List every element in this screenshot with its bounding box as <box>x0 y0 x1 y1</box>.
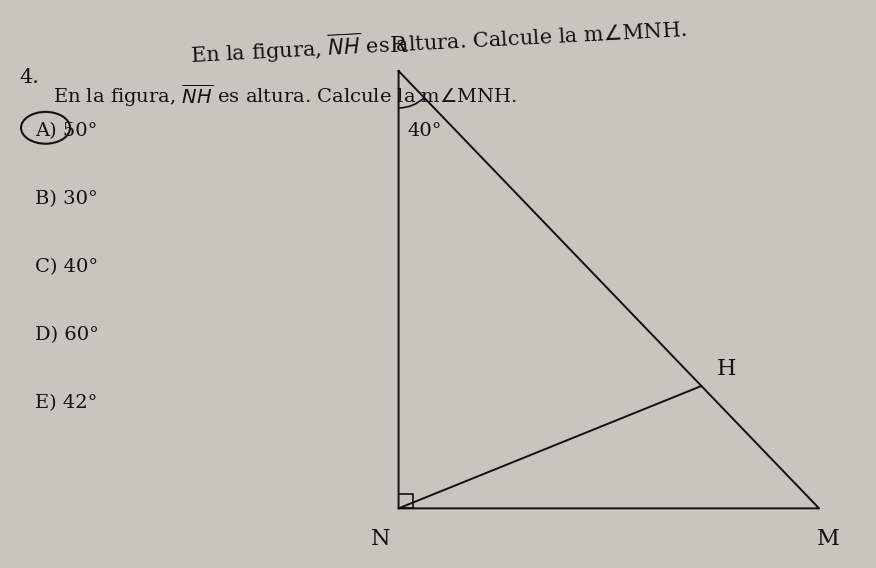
Text: 4.: 4. <box>19 68 39 87</box>
Text: D) 60°: D) 60° <box>35 326 99 344</box>
Text: R: R <box>390 35 407 57</box>
Text: H: H <box>717 358 737 381</box>
Text: B) 30°: B) 30° <box>35 190 98 208</box>
Text: E) 42°: E) 42° <box>35 394 97 412</box>
Text: M: M <box>816 528 839 550</box>
Text: C) 40°: C) 40° <box>35 258 98 276</box>
Text: 40°: 40° <box>407 122 442 140</box>
Text: En la figura, $\overline{NH}$ es altura. Calcule la m$\angle$MNH.: En la figura, $\overline{NH}$ es altura.… <box>53 82 517 109</box>
Text: A) 50°: A) 50° <box>35 122 97 140</box>
Text: En la figura, $\overline{NH}$ es altura. Calcule la m$\angle$MNH.: En la figura, $\overline{NH}$ es altura.… <box>189 14 687 69</box>
Text: N: N <box>371 528 391 550</box>
